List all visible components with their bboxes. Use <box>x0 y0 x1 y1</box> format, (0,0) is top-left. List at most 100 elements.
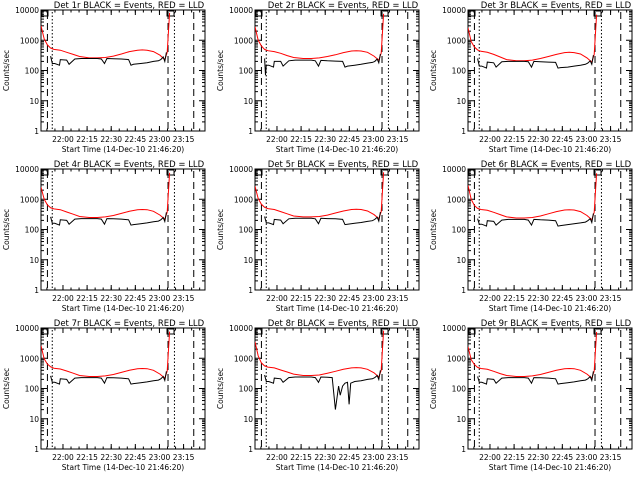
y-tick-label: 1000 <box>447 195 466 204</box>
x-tick-label: 23:00 <box>363 294 385 303</box>
y-tick-label: 10000 <box>442 6 466 15</box>
x-axis-label: Start Time (14-Dec-10 21:46:20) <box>276 304 398 313</box>
y-tick-label: 10 <box>243 256 253 265</box>
detector-panel: Det 6r BLACK = Events, RED = LLD 1 10 100 10… <box>429 160 633 313</box>
detector-panel: Det 9r BLACK = Events, RED = LLD 1 10 100 10… <box>429 319 633 472</box>
x-tick-label: 22:00 <box>266 135 288 144</box>
series-group <box>468 331 598 385</box>
events-rate-line <box>50 212 167 226</box>
y-tick-label: 1000 <box>447 354 466 363</box>
y-tick-label: 10 <box>456 256 466 265</box>
lld-rate-line <box>468 173 598 221</box>
start-flag-marker <box>468 328 476 335</box>
series-group <box>41 12 171 66</box>
x-tick-label: 22:15 <box>290 453 312 462</box>
series-group <box>41 331 171 385</box>
end-flag-marker <box>380 10 389 17</box>
x-tick-label: 22:15 <box>76 135 98 144</box>
series-group <box>255 13 385 76</box>
plot-frame <box>40 9 206 132</box>
y-tick-label: 10000 <box>442 324 466 333</box>
x-tick-label: 23:00 <box>363 453 385 462</box>
lld-rate-line <box>255 330 385 378</box>
start-flag-marker <box>41 10 49 17</box>
events-rate-line <box>477 55 594 69</box>
detector-panel: Det 8r BLACK = Events, RED = LLD 1 10 100 10… <box>216 319 420 472</box>
x-axis-label: Start Time (14-Dec-10 21:46:20) <box>276 463 398 472</box>
detector-panel: Det 7r BLACK = Events, RED = LLD 1 10 100 10… <box>2 319 206 472</box>
start-flag-marker <box>468 10 476 17</box>
x-tick-label: 22:00 <box>52 453 74 462</box>
x-tick-label: 22:15 <box>290 294 312 303</box>
y-tick-label: 1 <box>248 286 253 295</box>
events-rate-line <box>477 371 594 385</box>
y-tick-label: 100 <box>239 226 254 235</box>
plot-frame <box>254 168 420 291</box>
y-axis-label: Counts/sec <box>216 209 225 250</box>
lld-rate-line <box>255 172 385 220</box>
panel-title: Det 8r BLACK = Events, RED = LLD <box>268 319 419 329</box>
x-tick-label: 23:15 <box>600 294 622 303</box>
y-axis-label: Counts/sec <box>2 368 11 409</box>
x-tick-label: 22:30 <box>314 294 336 303</box>
y-tick-label: 10 <box>243 97 253 106</box>
y-tick-label: 1 <box>34 127 39 136</box>
x-tick-label: 22:30 <box>527 453 549 462</box>
x-tick-label: 22:45 <box>339 453 361 462</box>
x-axis-label: Start Time (14-Dec-10 21:46:20) <box>489 463 611 472</box>
lld-rate-line <box>41 12 171 61</box>
events-rate-line <box>264 53 381 76</box>
lld-rate-line <box>255 13 385 61</box>
x-tick-label: 22:15 <box>503 135 525 144</box>
end-flag-marker <box>593 169 602 176</box>
y-axis-label: Counts/sec <box>429 368 438 409</box>
y-tick-label: 1 <box>34 445 39 454</box>
x-tick-label: 23:15 <box>173 453 195 462</box>
x-tick-label: 22:00 <box>52 294 74 303</box>
x-axis-label: Start Time (14-Dec-10 21:46:20) <box>62 304 184 313</box>
x-tick-label: 22:00 <box>266 453 288 462</box>
x-tick-label: 22:45 <box>125 294 147 303</box>
x-tick-label: 23:00 <box>576 453 598 462</box>
lld-rate-line <box>468 14 598 63</box>
x-axis-label: Start Time (14-Dec-10 21:46:20) <box>489 304 611 313</box>
x-tick-label: 22:45 <box>552 294 574 303</box>
x-tick-label: 22:30 <box>100 453 122 462</box>
y-tick-label: 100 <box>25 226 40 235</box>
x-tick-label: 23:00 <box>576 294 598 303</box>
detector-panel: Det 4r BLACK = Events, RED = LLD 1 10 100 10… <box>2 160 206 313</box>
y-axis-label: Counts/sec <box>429 50 438 91</box>
y-tick-label: 10000 <box>229 324 253 333</box>
series-group <box>255 330 385 410</box>
x-axis-label: Start Time (14-Dec-10 21:46:20) <box>276 145 398 154</box>
y-tick-label: 1000 <box>234 36 253 45</box>
x-tick-label: 23:15 <box>387 135 409 144</box>
x-tick-label: 22:45 <box>339 135 361 144</box>
y-tick-label: 1 <box>34 286 39 295</box>
x-tick-label: 22:30 <box>527 135 549 144</box>
end-flag-marker <box>166 328 175 335</box>
x-tick-label: 23:00 <box>149 294 171 303</box>
x-tick-label: 23:00 <box>149 453 171 462</box>
panel-title: Det 4r BLACK = Events, RED = LLD <box>54 160 205 170</box>
plot-frame <box>467 9 633 132</box>
start-flag-marker <box>468 169 476 176</box>
y-tick-label: 1 <box>461 445 466 454</box>
x-tick-label: 22:00 <box>479 453 501 462</box>
x-tick-label: 22:45 <box>125 453 147 462</box>
x-axis-label: Start Time (14-Dec-10 21:46:20) <box>62 463 184 472</box>
x-tick-label: 22:00 <box>266 294 288 303</box>
plot-frame <box>254 9 420 132</box>
x-tick-label: 23:15 <box>387 294 409 303</box>
x-tick-label: 23:00 <box>363 135 385 144</box>
y-tick-label: 100 <box>452 67 467 76</box>
x-tick-label: 23:15 <box>387 453 409 462</box>
lld-rate-line <box>468 331 598 379</box>
panel-title: Det 7r BLACK = Events, RED = LLD <box>54 319 205 329</box>
plot-frame <box>40 327 206 450</box>
y-axis-label: Counts/sec <box>429 209 438 250</box>
y-tick-label: 10 <box>456 97 466 106</box>
x-tick-label: 22:45 <box>552 453 574 462</box>
